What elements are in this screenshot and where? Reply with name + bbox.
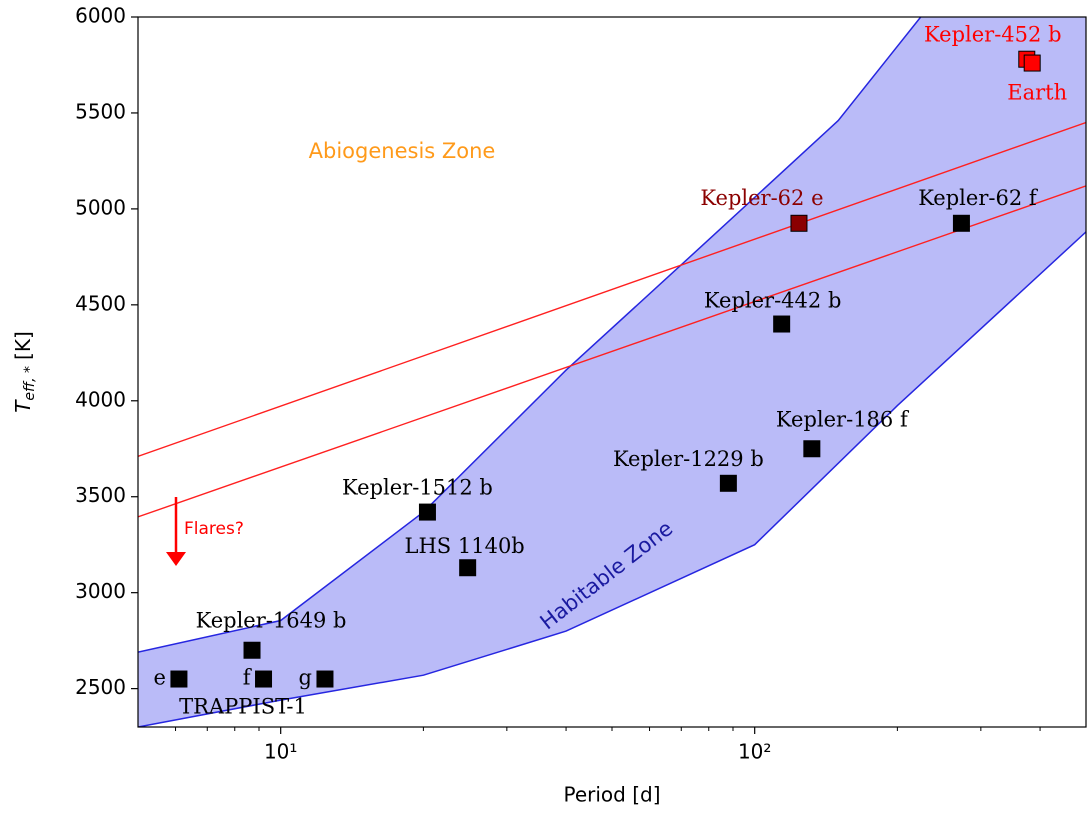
zone-edge xyxy=(138,231,1086,727)
y-axis-label: eff, * xyxy=(22,366,38,401)
x-axis-label: Period [d] xyxy=(563,783,660,807)
plot-area xyxy=(138,17,1086,727)
point-label: Kepler-1512 b xyxy=(342,476,493,500)
y-tick-label: 4500 xyxy=(75,291,126,315)
y-tick-label: 2500 xyxy=(75,675,126,699)
y-tick-label: 5500 xyxy=(75,99,126,123)
point xyxy=(418,503,436,521)
y-axis-label: T xyxy=(11,399,35,413)
point xyxy=(243,641,261,659)
point xyxy=(255,670,273,688)
y-tick-label: 6000 xyxy=(75,4,126,28)
x-tick-label: 10² xyxy=(738,740,771,764)
point-label: f xyxy=(243,666,253,690)
point-label: Kepler-1649 b xyxy=(196,609,347,633)
point-label: Kepler-62 f xyxy=(918,186,1039,210)
y-axis-label: [K] xyxy=(11,331,35,360)
point xyxy=(1023,54,1041,72)
y-tick-label: 3000 xyxy=(75,579,126,603)
point-label: Kepler-1229 b xyxy=(613,447,764,471)
point-label: g xyxy=(299,666,312,690)
y-tick-label: 3500 xyxy=(75,483,126,507)
point xyxy=(773,315,791,333)
point-label: LHS 1140b xyxy=(405,534,525,558)
point xyxy=(719,474,737,492)
point-label: Kepler-442 b xyxy=(704,289,841,313)
point-label: e xyxy=(153,666,165,690)
zone-edge xyxy=(138,17,922,653)
annotation: Flares? xyxy=(184,519,244,539)
point xyxy=(952,214,970,232)
line xyxy=(138,185,1086,518)
point-label: Kepler-186 f xyxy=(776,407,910,431)
group-label: TRAPPIST-1 xyxy=(179,695,307,719)
point xyxy=(803,440,821,458)
point xyxy=(459,559,477,577)
arrow-head xyxy=(166,552,186,566)
point-label: Kepler-62 e xyxy=(700,186,823,210)
y-axis-label: Teff, * [K] xyxy=(11,331,39,413)
point-label: Kepler-452 b xyxy=(924,23,1061,47)
zone-label: Abiogenesis Zone xyxy=(309,139,496,163)
point xyxy=(316,670,334,688)
point xyxy=(790,214,808,232)
x-tick-label: 10¹ xyxy=(264,740,297,764)
point xyxy=(170,670,188,688)
y-tick-label: 4000 xyxy=(75,387,126,411)
line xyxy=(138,121,1086,458)
y-tick-label: 5000 xyxy=(75,195,126,219)
point-label: Earth xyxy=(1007,81,1067,105)
